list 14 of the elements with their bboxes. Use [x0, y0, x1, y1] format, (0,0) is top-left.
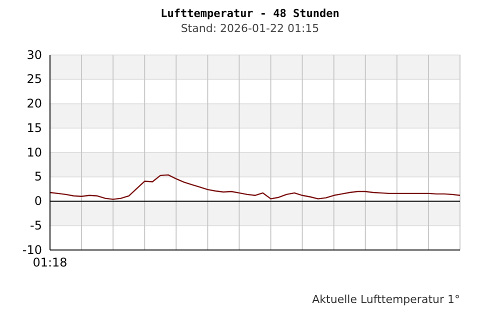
- x-tick-label: 01:18: [32, 256, 68, 270]
- text: Aktuelle Lufttemperatur 1°: [312, 293, 460, 306]
- line-series: [49, 174, 461, 200]
- y-tick-label: 20: [26, 96, 42, 111]
- y-tick-label: 30: [26, 48, 42, 62]
- y-tick-label: 15: [26, 120, 42, 135]
- chart-title: Lufttemperatur - 48 Stunden: [160, 7, 340, 20]
- y-tick-label: -5: [30, 218, 42, 232]
- y-tick-label: 25: [26, 72, 42, 86]
- chart-subtitle: Stand: 2026-01-22 01:15: [180, 22, 320, 35]
- y-tick-label: -10: [22, 242, 42, 257]
- y-tick-label: 10: [26, 145, 42, 160]
- y-tick-label: 5: [34, 170, 42, 184]
- y-tick-label: 0: [34, 194, 42, 208]
